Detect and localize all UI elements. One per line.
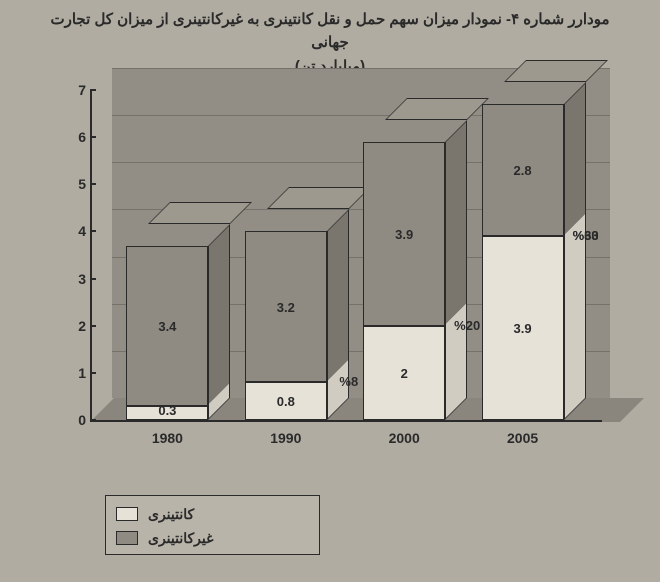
ytick-label: 7 [50, 82, 86, 98]
ytick-mark [90, 419, 96, 421]
ytick-label: 5 [50, 176, 86, 192]
value-label-container: 0.3 [126, 403, 208, 418]
ytick-label: 4 [50, 223, 86, 239]
ytick-mark [90, 325, 96, 327]
x-label: 1980 [126, 430, 208, 446]
bar-side [445, 120, 467, 420]
x-label: 1990 [245, 430, 327, 446]
value-label-container: 2 [363, 366, 445, 381]
value-label-noncontainer: 3.9 [363, 227, 445, 242]
legend-label-container: کانتینری [148, 506, 194, 523]
bar-group: 0.3 3.4 [126, 246, 208, 420]
legend-row-noncontainer: غیرکانتینری [116, 526, 309, 550]
ytick-label: 2 [50, 318, 86, 334]
title-line1: مودارر شماره ۴- نمودار میزان سهم حمل و ن… [50, 11, 609, 51]
chart-area: 01234567 0.33.40.83.2%823.9%203.92.8%33%… [50, 80, 610, 460]
legend-label-noncontainer: غیرکانتینری [148, 530, 213, 547]
legend-swatch-container [116, 507, 138, 521]
bar-side [208, 224, 230, 420]
pct-label-last: %60 [566, 228, 606, 243]
ytick-label: 3 [50, 271, 86, 287]
legend: کانتینری غیرکانتینری [105, 495, 320, 555]
bar-group: 3.9 2.8 [482, 104, 564, 420]
ytick-label: 0 [50, 412, 86, 428]
pct-label: %20 [447, 318, 487, 333]
ytick-mark [90, 278, 96, 280]
value-label-container: 0.8 [245, 394, 327, 409]
page: مودارر شماره ۴- نمودار میزان سهم حمل و ن… [0, 0, 660, 582]
ytick-mark [90, 230, 96, 232]
value-label-noncontainer: 3.2 [245, 300, 327, 315]
pct-label: %8 [329, 374, 369, 389]
x-label: 2000 [363, 430, 445, 446]
value-label-container: 3.9 [482, 321, 564, 336]
value-label-noncontainer: 3.4 [126, 319, 208, 334]
legend-swatch-noncontainer [116, 531, 138, 545]
ytick-mark [90, 136, 96, 138]
ytick-label: 1 [50, 365, 86, 381]
ytick-mark [90, 372, 96, 374]
bar-group: 23.9 [363, 142, 445, 420]
bar-group: 0.8 3.2 [245, 231, 327, 420]
ytick-label: 6 [50, 129, 86, 145]
value-label-noncontainer: 2.8 [482, 163, 564, 178]
x-label: 2005 [482, 430, 564, 446]
ytick-mark [90, 183, 96, 185]
ytick-mark [90, 89, 96, 91]
bar-side [564, 82, 586, 420]
legend-row-container: کانتینری [116, 502, 309, 526]
